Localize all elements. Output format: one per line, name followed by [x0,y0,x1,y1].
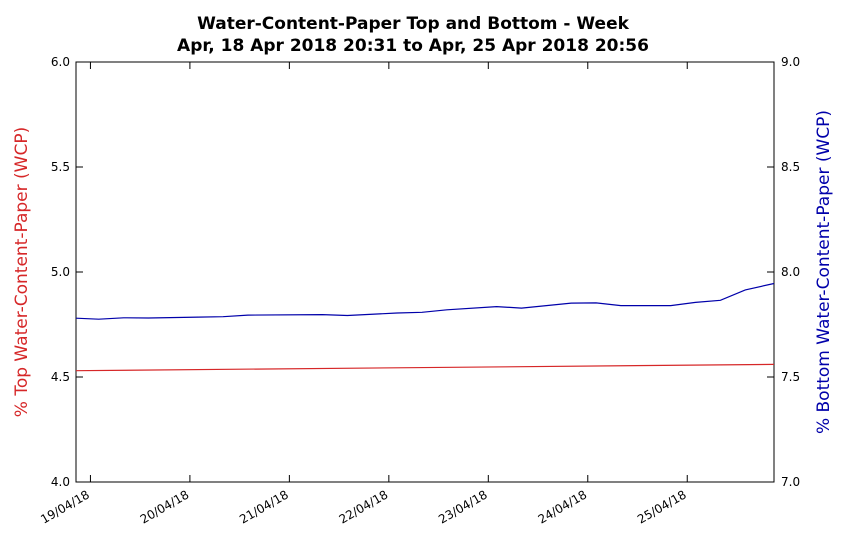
left-y-tick-label: 5.5 [51,160,70,174]
right-y-axis: 7.0 7.5 8.0 8.5 9.0 [781,55,800,489]
x-tick-label: 20/04/18 [138,487,192,526]
x-tick-label: 22/04/18 [337,487,391,526]
left-y-axis-label: % Top Water-Content-Paper (WCP) [12,127,32,417]
left-y-tick-label: 4.5 [51,370,70,384]
series-line-bottom [75,282,775,320]
x-tick-label: 23/04/18 [436,487,490,526]
right-y-tick-label: 8.5 [781,160,800,174]
right-y-axis-label: % Bottom Water-Content-Paper (WCP) [814,110,834,434]
x-tick-label: 19/04/18 [38,487,92,526]
chart-subtitle: Apr, 18 Apr 2018 20:31 to Apr, 25 Apr 20… [177,36,649,56]
chart-title: Water-Content-Paper Top and Bottom - Wee… [197,14,630,34]
series-line-top [75,363,775,372]
left-y-tick-label: 5.0 [51,265,70,279]
x-tick-label: 21/04/18 [237,487,291,526]
right-y-tick-label: 7.0 [781,475,800,489]
x-tick-label: 24/04/18 [536,487,590,526]
left-y-tick-label: 4.0 [51,475,70,489]
right-y-tick-label: 7.5 [781,370,800,384]
right-y-tick-label: 9.0 [781,55,800,69]
left-y-tick-label: 6.0 [51,55,70,69]
x-tick-label: 25/04/18 [635,487,689,526]
series-layer [75,282,775,372]
right-y-tick-label: 8.0 [781,265,800,279]
plot-area [75,61,775,483]
left-y-axis: 4.0 4.5 5.0 5.5 6.0 [51,55,774,489]
